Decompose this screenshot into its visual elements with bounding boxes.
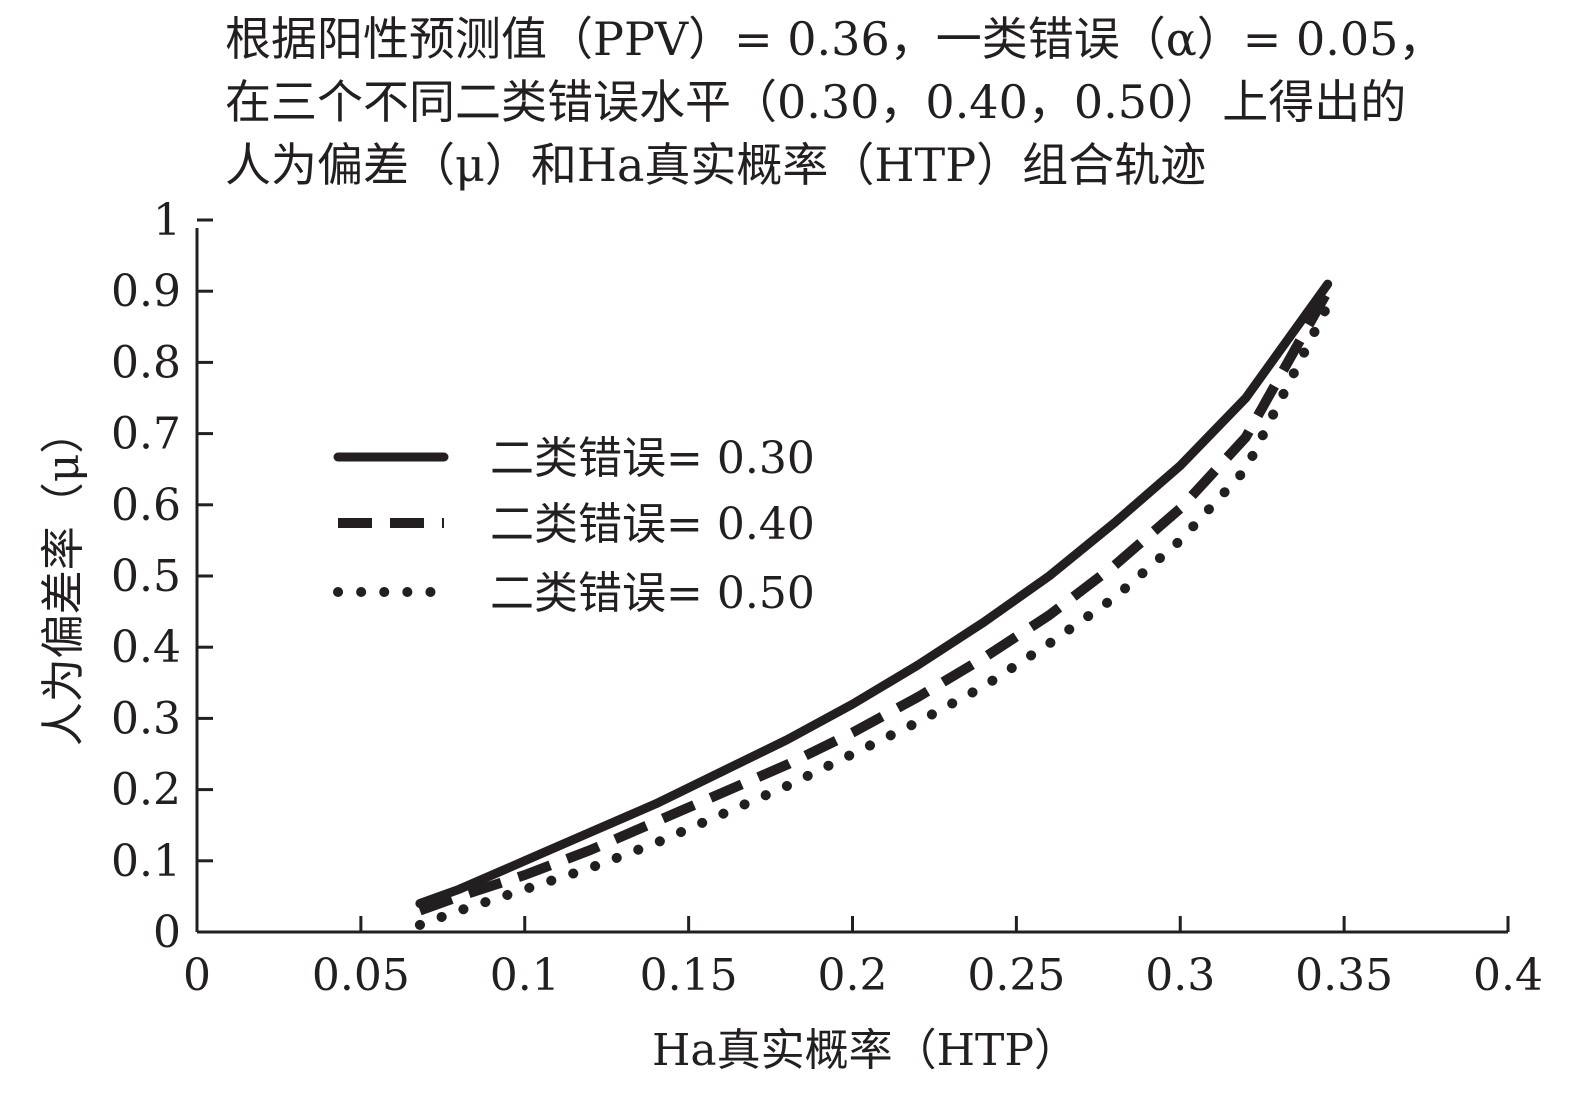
legend-label-3: 二类错误= 0.50 (490, 568, 815, 619)
series-group (414, 279, 1333, 930)
y-tick-label: 0.7 (111, 409, 181, 460)
x-tick-label: 0.05 (312, 950, 410, 1001)
series-line-1 (415, 279, 1333, 908)
series-line-3 (414, 300, 1333, 930)
y-ticks: 0 0.1 0.2 0.3 0.4 0.5 0.6 0.7 0.8 0.9 1 (111, 195, 213, 958)
y-tick-label: 0.8 (111, 337, 181, 388)
x-tick-label: 0.3 (1145, 950, 1215, 1001)
y-axis-label: 人为偏差率（μ） (38, 410, 89, 747)
series-line-2 (418, 288, 1333, 916)
y-tick-label: 0.1 (111, 836, 181, 887)
x-tick-label: 0.2 (818, 950, 888, 1001)
legend: 二类错误= 0.30 二类错误= 0.40 二类错误= 0.50 (333, 433, 815, 619)
title-line-1: 根据阳性预测值（PPV）= 0.36，一类错误（α）= 0.05， (225, 12, 1444, 66)
x-axis-label: Ha真实概率（HTP） (652, 1025, 1078, 1076)
x-tick-label: 0.1 (490, 950, 560, 1001)
title-line-2: 在三个不同二类错误水平（0.30，0.40，0.50）上得出的 (225, 75, 1406, 129)
title-line-3: 人为偏差（μ）和Ha真实概率（HTP）组合轨迹 (225, 138, 1206, 192)
y-tick-label: 0.3 (111, 693, 181, 744)
x-tick-label: 0 (183, 950, 211, 1001)
y-tick-label: 0.6 (111, 480, 181, 531)
legend-label-2: 二类错误= 0.40 (490, 499, 815, 550)
x-tick-label: 0.25 (967, 950, 1065, 1001)
y-tick-label: 0.4 (111, 622, 181, 673)
chart-title: 根据阳性预测值（PPV）= 0.36，一类错误（α）= 0.05， 在三个不同二… (225, 12, 1444, 192)
y-tick-label: 0.9 (111, 266, 181, 317)
y-tick-label: 0.2 (111, 765, 181, 816)
x-tick-label: 0.35 (1295, 950, 1393, 1001)
x-ticks: 0 0.05 0.1 0.15 0.2 0.25 0.3 0.35 0.4 (183, 916, 1543, 1001)
y-tick-label: 0 (153, 907, 181, 958)
x-tick-label: 0.15 (640, 950, 738, 1001)
y-tick-label: 0.5 (111, 551, 181, 602)
legend-label-1: 二类错误= 0.30 (490, 433, 815, 484)
x-tick-label: 0.4 (1473, 950, 1543, 1001)
y-tick-label: 1 (153, 195, 181, 246)
